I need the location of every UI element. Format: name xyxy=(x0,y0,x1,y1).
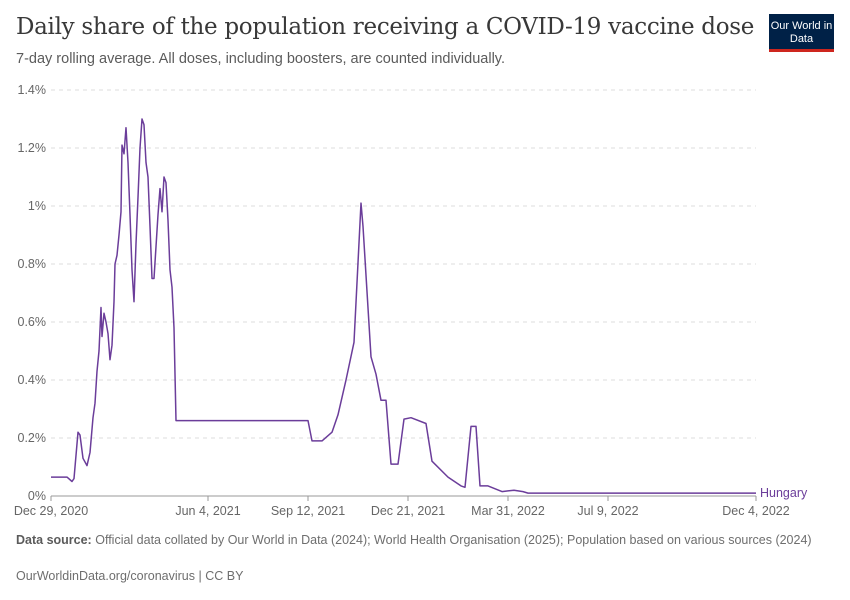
data-source-note: Data source: Official data collated by O… xyxy=(16,533,816,548)
series-line-hungary xyxy=(51,118,756,494)
chart-title: Daily share of the population receiving … xyxy=(16,14,755,40)
x-tick-label: Jun 4, 2021 xyxy=(175,504,240,518)
source-text: Official data collated by Our World in D… xyxy=(95,533,812,547)
owid-logo[interactable]: Our World in Data xyxy=(769,14,834,52)
chart-subtitle: 7-day rolling average. All doses, includ… xyxy=(16,51,505,67)
series-label-hungary: Hungary xyxy=(760,486,808,500)
y-tick-label: 0.4% xyxy=(18,373,47,387)
x-tick-label: Sep 12, 2021 xyxy=(271,504,345,518)
y-tick-label: 1.4% xyxy=(18,83,47,97)
y-tick-label: 0.8% xyxy=(18,257,47,271)
y-tick-label: 1% xyxy=(28,199,46,213)
logo-text: Our World in Data xyxy=(770,20,833,45)
x-tick-label: Mar 31, 2022 xyxy=(471,504,545,518)
y-tick-label: 0% xyxy=(28,489,46,503)
x-tick-label: Dec 4, 2022 xyxy=(722,504,789,518)
y-tick-label: 0.2% xyxy=(18,431,47,445)
x-tick-label: Dec 21, 2021 xyxy=(371,504,445,518)
site-credit[interactable]: OurWorldinData.org/coronavirus | CC BY xyxy=(16,569,244,583)
source-label: Data source: xyxy=(16,533,92,547)
y-tick-label: 0.6% xyxy=(18,315,47,329)
x-tick-label: Dec 29, 2020 xyxy=(14,504,88,518)
y-tick-label: 1.2% xyxy=(18,141,47,155)
x-tick-label: Jul 9, 2022 xyxy=(577,504,638,518)
